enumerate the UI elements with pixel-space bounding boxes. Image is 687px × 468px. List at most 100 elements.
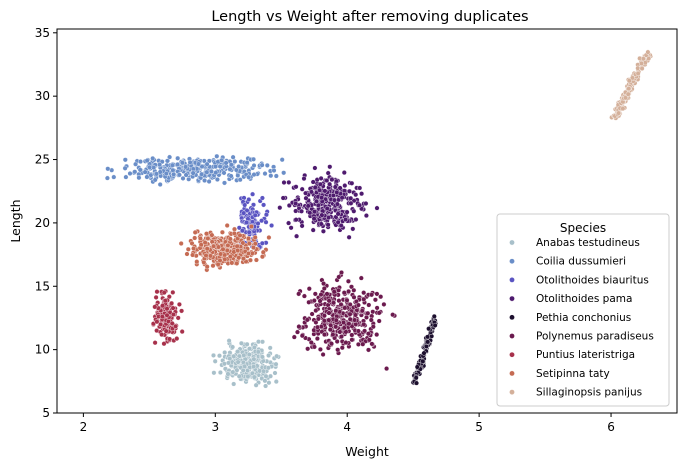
data-point bbox=[205, 235, 211, 241]
data-point bbox=[264, 162, 270, 168]
data-point bbox=[244, 207, 250, 213]
data-point bbox=[281, 179, 287, 185]
data-point bbox=[313, 319, 319, 325]
data-point bbox=[327, 327, 333, 333]
legend-title: Species bbox=[560, 221, 606, 235]
data-point bbox=[175, 161, 181, 167]
data-point bbox=[291, 334, 297, 340]
data-point bbox=[359, 191, 365, 197]
data-point bbox=[218, 251, 224, 257]
data-point bbox=[332, 184, 338, 190]
data-point bbox=[432, 322, 438, 328]
data-point bbox=[337, 329, 343, 335]
data-point bbox=[185, 246, 191, 252]
x-tick-label: 5 bbox=[475, 420, 483, 434]
data-point bbox=[235, 359, 241, 365]
data-point bbox=[259, 195, 265, 201]
data-point bbox=[327, 164, 333, 170]
data-point bbox=[263, 219, 269, 225]
data-point bbox=[346, 234, 352, 240]
data-point bbox=[328, 322, 334, 328]
data-point bbox=[230, 344, 236, 350]
data-point bbox=[286, 220, 292, 226]
data-point bbox=[198, 242, 204, 248]
legend-marker bbox=[509, 351, 515, 358]
data-point bbox=[376, 310, 382, 316]
data-point bbox=[307, 210, 313, 216]
data-point bbox=[274, 353, 280, 359]
legend-marker bbox=[509, 295, 515, 302]
data-point bbox=[231, 381, 237, 387]
data-point bbox=[311, 216, 317, 222]
data-point bbox=[365, 310, 371, 316]
data-point bbox=[197, 235, 203, 241]
data-point bbox=[219, 157, 225, 163]
legend-item: Setipinna taty bbox=[509, 368, 610, 380]
data-point bbox=[252, 234, 258, 240]
data-point bbox=[376, 318, 382, 324]
data-point bbox=[251, 364, 257, 370]
x-tick-label: 6 bbox=[607, 420, 615, 434]
data-point bbox=[314, 336, 320, 342]
data-point bbox=[342, 305, 348, 311]
data-point bbox=[255, 220, 261, 226]
data-point bbox=[299, 333, 305, 339]
data-point bbox=[344, 297, 350, 303]
data-point bbox=[322, 188, 328, 194]
data-point bbox=[313, 308, 319, 314]
data-point bbox=[343, 340, 349, 346]
data-point bbox=[335, 347, 341, 353]
data-point bbox=[227, 166, 233, 172]
data-point bbox=[309, 311, 315, 317]
legend-label: Otolithoides biauritus bbox=[536, 274, 649, 286]
legend-marker bbox=[509, 389, 515, 395]
data-point bbox=[247, 257, 253, 263]
data-point bbox=[623, 95, 629, 101]
legend-marker bbox=[509, 239, 515, 246]
data-point bbox=[251, 356, 257, 362]
data-point bbox=[333, 308, 339, 314]
data-point bbox=[372, 297, 378, 303]
data-point bbox=[167, 154, 173, 160]
data-point bbox=[233, 167, 239, 173]
x-tick-label: 3 bbox=[211, 420, 219, 434]
data-point bbox=[217, 370, 223, 376]
data-point bbox=[231, 353, 237, 359]
data-point bbox=[234, 260, 240, 266]
data-point bbox=[210, 263, 216, 269]
legend-marker bbox=[509, 277, 515, 283]
data-point bbox=[241, 352, 247, 358]
data-point bbox=[342, 183, 348, 189]
data-point bbox=[217, 163, 223, 169]
data-point bbox=[336, 298, 342, 304]
data-point bbox=[359, 308, 365, 314]
data-point bbox=[144, 158, 150, 164]
data-point bbox=[288, 225, 294, 231]
data-point bbox=[366, 337, 372, 343]
data-point bbox=[175, 315, 181, 321]
data-point bbox=[240, 240, 246, 246]
data-point bbox=[273, 173, 279, 179]
legend-item: Coilia dussumieri bbox=[509, 256, 626, 268]
data-point bbox=[317, 181, 323, 187]
y-tick-label: 10 bbox=[35, 343, 50, 357]
data-point bbox=[293, 184, 299, 190]
data-point bbox=[152, 304, 158, 310]
data-point bbox=[122, 157, 128, 163]
data-point bbox=[363, 213, 369, 219]
data-point bbox=[179, 160, 185, 166]
data-point bbox=[206, 178, 212, 184]
data-point bbox=[271, 167, 277, 173]
data-point bbox=[305, 203, 311, 209]
data-point bbox=[324, 291, 330, 297]
data-point bbox=[338, 222, 344, 228]
data-point bbox=[336, 287, 342, 293]
data-point bbox=[225, 371, 231, 377]
data-point bbox=[360, 341, 366, 347]
data-point bbox=[351, 294, 357, 300]
data-point bbox=[231, 230, 237, 236]
data-point bbox=[319, 212, 325, 218]
data-point bbox=[337, 185, 343, 191]
data-point bbox=[241, 210, 247, 216]
data-point bbox=[214, 176, 220, 182]
